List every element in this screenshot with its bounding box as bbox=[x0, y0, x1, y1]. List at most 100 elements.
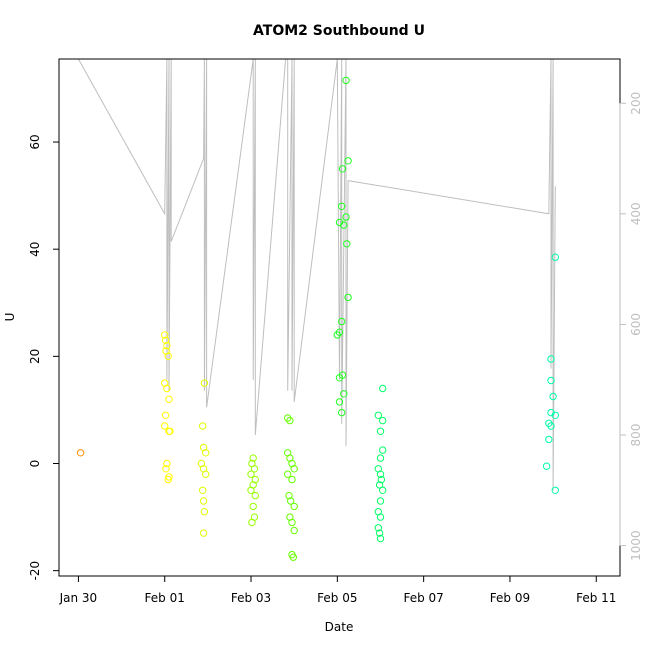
chart-title: ATOM2 Southbound U bbox=[253, 23, 425, 39]
data-point bbox=[161, 331, 169, 339]
x-tick-label: Feb 09 bbox=[490, 591, 530, 605]
data-point bbox=[379, 486, 387, 494]
data-point bbox=[542, 462, 551, 470]
y-tick-label: 0 bbox=[28, 460, 42, 468]
data-point bbox=[285, 491, 293, 500]
y-tick-label: -20 bbox=[28, 561, 42, 581]
data-point bbox=[284, 470, 292, 478]
x-tick-label: Feb 11 bbox=[576, 591, 616, 605]
data-point bbox=[338, 202, 346, 211]
data-point bbox=[288, 518, 296, 527]
data-point bbox=[551, 411, 559, 419]
data-point bbox=[343, 240, 351, 248]
y-axis: -20 0 20 40 60 bbox=[28, 134, 60, 581]
data-point bbox=[342, 76, 350, 85]
data-point bbox=[162, 465, 170, 473]
data-point bbox=[166, 427, 174, 435]
data-point bbox=[289, 553, 297, 561]
data-point bbox=[376, 497, 385, 505]
data-point bbox=[338, 165, 347, 173]
data-point bbox=[286, 416, 294, 425]
data-point bbox=[338, 317, 346, 326]
data-point bbox=[335, 398, 344, 406]
data-point bbox=[335, 328, 344, 336]
data-point bbox=[247, 470, 255, 478]
data-point bbox=[202, 449, 210, 457]
data-point bbox=[287, 497, 295, 505]
data-point bbox=[76, 449, 85, 457]
data-point bbox=[545, 435, 553, 444]
data-point bbox=[340, 221, 348, 229]
y-axis-label: U bbox=[3, 313, 17, 322]
data-point bbox=[376, 454, 385, 462]
data-point bbox=[199, 486, 207, 494]
data-points-layer bbox=[76, 76, 559, 561]
data-point bbox=[163, 341, 171, 350]
data-point bbox=[288, 475, 296, 484]
x-tick-label: Feb 07 bbox=[403, 591, 443, 605]
right-depth-axis: 200 400 600 800 1000 bbox=[619, 92, 643, 561]
y-tick-label: 20 bbox=[28, 349, 42, 364]
data-point bbox=[161, 336, 170, 344]
data-point bbox=[379, 384, 387, 393]
y-tick-label: 40 bbox=[28, 242, 42, 257]
data-point bbox=[376, 427, 385, 435]
data-point bbox=[375, 529, 384, 537]
data-point bbox=[161, 411, 170, 419]
x-tick-label: Feb 05 bbox=[317, 591, 357, 605]
x-tick-label: Feb 03 bbox=[231, 591, 271, 605]
data-point bbox=[290, 526, 298, 535]
data-point bbox=[161, 422, 169, 430]
right-tick-label: 600 bbox=[629, 313, 643, 336]
data-point bbox=[549, 392, 557, 401]
data-point bbox=[551, 253, 559, 261]
data-point bbox=[247, 486, 255, 494]
data-point bbox=[338, 371, 347, 379]
data-point bbox=[248, 518, 256, 527]
data-point bbox=[165, 395, 173, 403]
data-point bbox=[251, 491, 260, 500]
x-tick-label: Feb 01 bbox=[145, 591, 185, 605]
data-point bbox=[551, 486, 559, 494]
data-point bbox=[374, 411, 382, 419]
data-point bbox=[199, 497, 208, 505]
data-point bbox=[547, 355, 555, 363]
data-point bbox=[379, 446, 387, 454]
data-point bbox=[376, 513, 385, 521]
x-tick-label: Jan 30 bbox=[59, 591, 98, 605]
data-point bbox=[379, 416, 387, 425]
data-point bbox=[340, 390, 348, 398]
data-point bbox=[163, 459, 171, 468]
data-point bbox=[202, 470, 210, 478]
data-point bbox=[344, 293, 352, 302]
data-point bbox=[199, 422, 207, 430]
data-point bbox=[250, 465, 259, 473]
data-point bbox=[338, 408, 346, 417]
data-point bbox=[374, 524, 382, 532]
right-tick-label: 200 bbox=[629, 92, 643, 115]
x-axis-label: Date bbox=[325, 620, 354, 634]
right-tick-label: 400 bbox=[629, 202, 643, 225]
data-point bbox=[290, 502, 298, 511]
data-point bbox=[199, 529, 208, 537]
data-point bbox=[200, 508, 209, 516]
data-point bbox=[164, 352, 172, 360]
data-point bbox=[376, 534, 385, 543]
data-point bbox=[165, 473, 173, 481]
data-point bbox=[375, 481, 384, 489]
data-point bbox=[376, 470, 385, 478]
data-point bbox=[377, 475, 386, 484]
depth-trace-layer bbox=[77, 59, 556, 491]
data-point bbox=[249, 502, 257, 511]
y-tick-label: 60 bbox=[28, 134, 42, 149]
data-point bbox=[342, 213, 350, 221]
x-axis: Jan 30 Feb 01 Feb 03 Feb 05 Feb 07 Feb 09 Feb … bbox=[59, 575, 616, 605]
data-point bbox=[163, 384, 171, 393]
data-point bbox=[547, 422, 555, 430]
right-tick-label: 800 bbox=[629, 424, 643, 447]
right-tick-label: 1000 bbox=[629, 530, 643, 561]
data-point bbox=[200, 379, 209, 387]
data-point bbox=[547, 376, 555, 385]
depth-trace-line bbox=[77, 59, 556, 491]
